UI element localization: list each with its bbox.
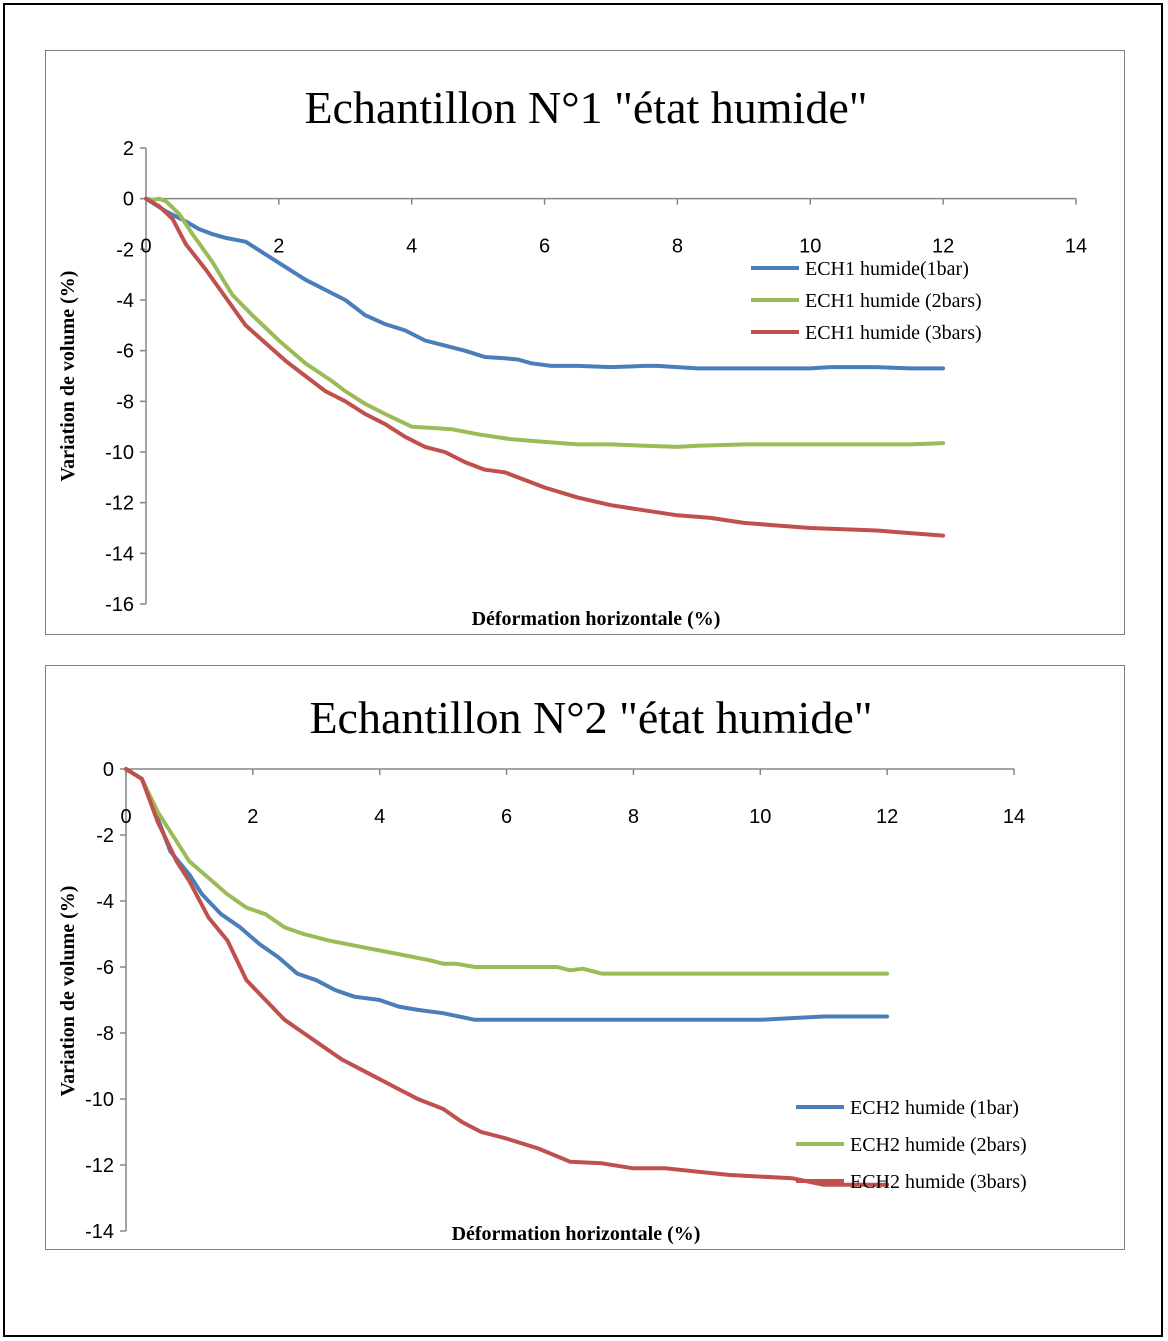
series-line-3: [144, 196, 946, 538]
chart-2-legend: ECH2 humide (1bar) ECH2 humide (2bars) ECH…: [796, 1097, 1027, 1193]
y-tick-label: -12: [105, 493, 134, 515]
x-tick-label: 6: [501, 806, 512, 828]
x-tick-label: 12: [932, 236, 954, 258]
y-tick-label: -8: [96, 1023, 114, 1045]
chart-1-title: Echantillon N°1 "état humide": [304, 82, 867, 133]
chart-2-x-axis-label: Déformation horizontale (%): [452, 1223, 701, 1245]
legend-label-1: ECH1 humide(1bar): [805, 258, 969, 280]
x-tick-label: 2: [247, 806, 258, 828]
x-tick-label: 2: [273, 236, 284, 258]
legend-label-1: ECH2 humide (1bar): [850, 1097, 1019, 1119]
chart-2-svg: Echantillon N°2 "état humide" 0 -2 -4 -6 -8 -…: [57, 692, 1027, 1245]
legend-label-2: ECH1 humide (2bars): [805, 290, 982, 312]
chart-1-lines: [144, 196, 946, 538]
y-tick-label: -16: [105, 594, 134, 616]
chart-1-legend: ECH1 humide(1bar) ECH1 humide (2bars) ECH1…: [751, 258, 982, 344]
series-line-1: [124, 767, 890, 1022]
y-tick-label: -6: [116, 341, 134, 363]
x-tick-label: 4: [374, 806, 385, 828]
x-tick-label: 4: [406, 236, 417, 258]
y-tick-label: -12: [85, 1155, 114, 1177]
y-tick-label: -6: [96, 957, 114, 979]
chart-2-y-axis-label: Variation de volume (%): [57, 886, 79, 1097]
chart-1-svg: Echantillon N°1 "état humide" 2 0 -2 -4 -6 -8…: [57, 82, 1087, 630]
chart-2: Echantillon N°2 "état humide" 0 -2 -4 -6 -8 -…: [45, 665, 1125, 1250]
y-tick-label: -8: [116, 391, 134, 413]
y-tick-label: -4: [96, 891, 114, 913]
x-tick-label: 6: [539, 236, 550, 258]
page-frame: [3, 3, 1163, 1337]
chart-2-lines: [124, 767, 890, 1187]
chart-1: Echantillon N°1 "état humide" 2 0 -2 -4 -6 -8…: [45, 50, 1125, 635]
y-tick-label: 2: [123, 138, 134, 160]
y-tick-label: -14: [85, 1221, 114, 1243]
x-tick-label: 10: [799, 236, 821, 258]
legend-label-3: ECH2 humide (3bars): [850, 1171, 1027, 1193]
chart-1-x-axis-label: Déformation horizontale (%): [472, 608, 721, 630]
x-tick-label: 0: [120, 806, 131, 828]
chart-1-axes: 2 0 -2 -4 -6 -8 -10 -12 -14 -16 0 2 4 6 8 10 12 14: [105, 138, 1087, 616]
series-line-1: [144, 196, 946, 371]
series-line-2: [144, 196, 946, 449]
legend-label-2: ECH2 humide (2bars): [850, 1134, 1027, 1156]
series-line-3: [124, 767, 890, 1187]
chart-2-axes: 0 -2 -4 -6 -8 -10 -12 -14 0 2 4 6 8 10 12 14: [85, 759, 1025, 1243]
x-tick-label: 8: [672, 236, 683, 258]
y-tick-label: -10: [85, 1089, 114, 1111]
x-tick-label: 14: [1065, 236, 1087, 258]
x-tick-label: 8: [628, 806, 639, 828]
y-tick-label: 0: [103, 759, 114, 781]
x-tick-label: 0: [140, 236, 151, 258]
y-tick-label: -10: [105, 442, 134, 464]
y-tick-label: -2: [116, 239, 134, 261]
x-tick-label: 10: [749, 806, 771, 828]
y-tick-label: 0: [123, 189, 134, 211]
x-tick-label: 12: [876, 806, 898, 828]
x-tick-label: 14: [1003, 806, 1025, 828]
chart-2-title: Echantillon N°2 "état humide": [309, 692, 872, 743]
y-tick-label: -14: [105, 543, 134, 565]
legend-label-3: ECH1 humide (3bars): [805, 322, 982, 344]
chart-1-y-axis-label: Variation de volume (%): [57, 271, 79, 482]
y-tick-label: -2: [96, 825, 114, 847]
series-line-2: [124, 767, 890, 976]
y-tick-label: -4: [116, 290, 134, 312]
